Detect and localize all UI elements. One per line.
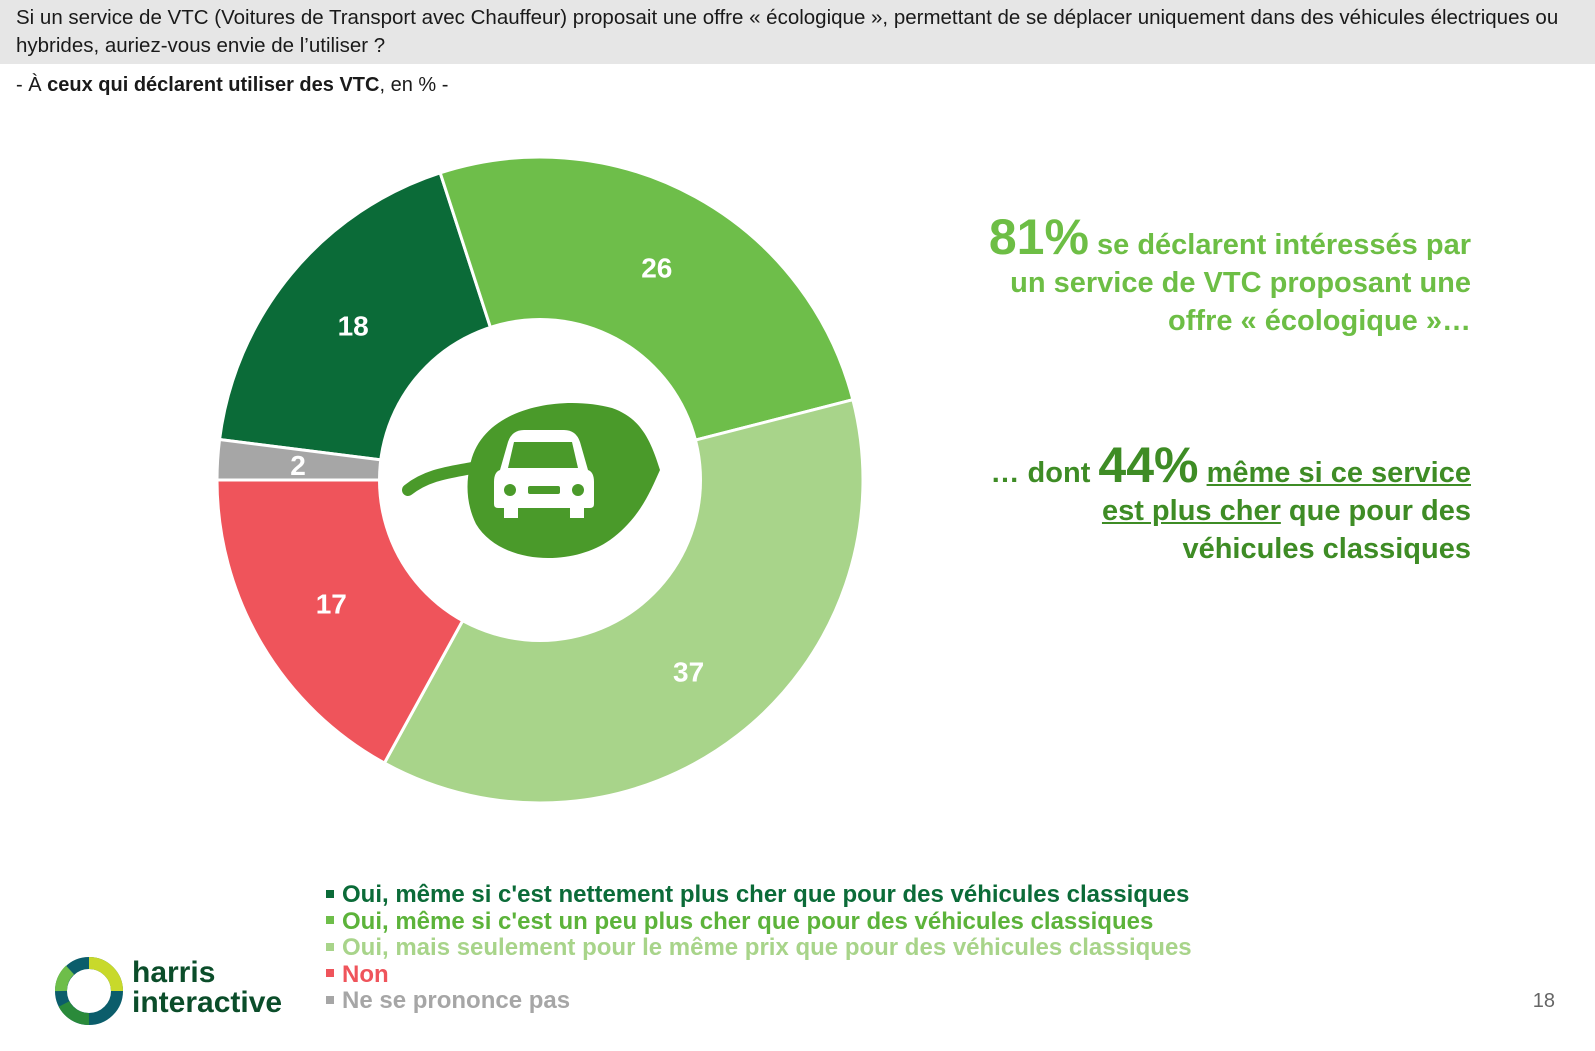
- logo-line1: harris: [132, 956, 216, 989]
- callout-expensive-line1: … dont 44% même si ce service: [851, 440, 1472, 492]
- data-label-slice-meme-prix: 37: [673, 657, 704, 688]
- legend-swatch: [326, 889, 334, 898]
- subtitle: - À ceux qui déclarent utiliser des VTC,…: [16, 74, 448, 97]
- legend-swatch: [326, 995, 334, 1004]
- legend-label: Oui, même si c'est un peu plus cher que …: [342, 907, 1154, 935]
- callout-expensive-line2: est plus cher que pour des: [851, 492, 1471, 530]
- callout-expensive-prefix: … dont: [990, 457, 1099, 489]
- leaf-car-icon: [402, 402, 660, 559]
- callout-interested-line1: 81% se déclarent intéressés par: [851, 212, 1471, 264]
- legend-label: Oui, même si c'est nettement plus cher q…: [342, 881, 1190, 908]
- data-label-slice-un-peu-plus-cher: 26: [641, 252, 672, 283]
- subtitle-bold: ceux qui déclarent utiliser des VTC: [47, 74, 380, 96]
- logo-text: harris interactive: [132, 958, 282, 1018]
- callout-expensive-percent: 44%: [1098, 437, 1199, 493]
- subtitle-prefix: - À: [16, 74, 48, 96]
- donut-labels: 18 26 37 17 2: [290, 252, 704, 687]
- callout-more-expensive: … dont 44% même si ce service est plus c…: [851, 440, 1472, 568]
- legend-label: Oui, mais seulement pour le même prix qu…: [342, 934, 1192, 961]
- harris-interactive-logo: harris interactive: [50, 950, 320, 1030]
- legend-swatch: [326, 916, 334, 925]
- logo-line2: interactive: [132, 986, 283, 1019]
- legend-item-un-peu: Oui, même si c'est un peu plus cher que …: [326, 907, 1192, 936]
- callout-interested-line2: un service de VTC proposant une: [1010, 267, 1471, 299]
- callout-expensive-underlined2: est plus cher: [1101, 495, 1281, 527]
- legend-item-non: Non: [326, 960, 1192, 989]
- legend-swatch: [326, 969, 334, 978]
- donut-chart: 18 26 37 17 2: [215, 155, 865, 805]
- data-label-slice-nettement-plus-cher: 18: [338, 310, 369, 341]
- subtitle-suffix: , en % -: [379, 74, 449, 96]
- callout-expensive-underlined1: même si ce service: [1206, 457, 1471, 489]
- data-label-slice-non: 17: [316, 588, 347, 619]
- legend-label: Non: [342, 960, 389, 988]
- legend-item-meme-prix: Oui, mais seulement pour le même prix qu…: [326, 934, 1192, 962]
- legend-item-nsp: Ne se prononce pas: [326, 987, 1192, 1015]
- question-text: Si un service de VTC (Voitures de Transp…: [16, 6, 1559, 57]
- callout-expensive-line3: véhicules classiques: [1182, 533, 1471, 565]
- legend-swatch: [326, 942, 334, 951]
- callout-interested-line3: offre « écologique »…: [1168, 305, 1471, 337]
- chart-legend: Oui, même si c'est nettement plus cher q…: [326, 881, 1192, 1015]
- callout-interested: 81% se déclarent intéressés par un servi…: [851, 212, 1471, 340]
- legend-item-nettement: Oui, même si c'est nettement plus cher q…: [326, 881, 1192, 909]
- data-label-slice-nsp: 2: [290, 450, 306, 481]
- callout-interested-text1: se déclarent intéressés par: [1088, 229, 1471, 261]
- callout-interested-percent: 81%: [988, 209, 1089, 265]
- callout-expensive-text2: que pour des: [1280, 495, 1471, 527]
- page-number: 18: [1532, 990, 1555, 1012]
- question-banner: Si un service de VTC (Voitures de Transp…: [0, 0, 1595, 64]
- logo-ring-icon: [55, 957, 123, 1026]
- legend-label: Ne se prononce pas: [342, 987, 571, 1014]
